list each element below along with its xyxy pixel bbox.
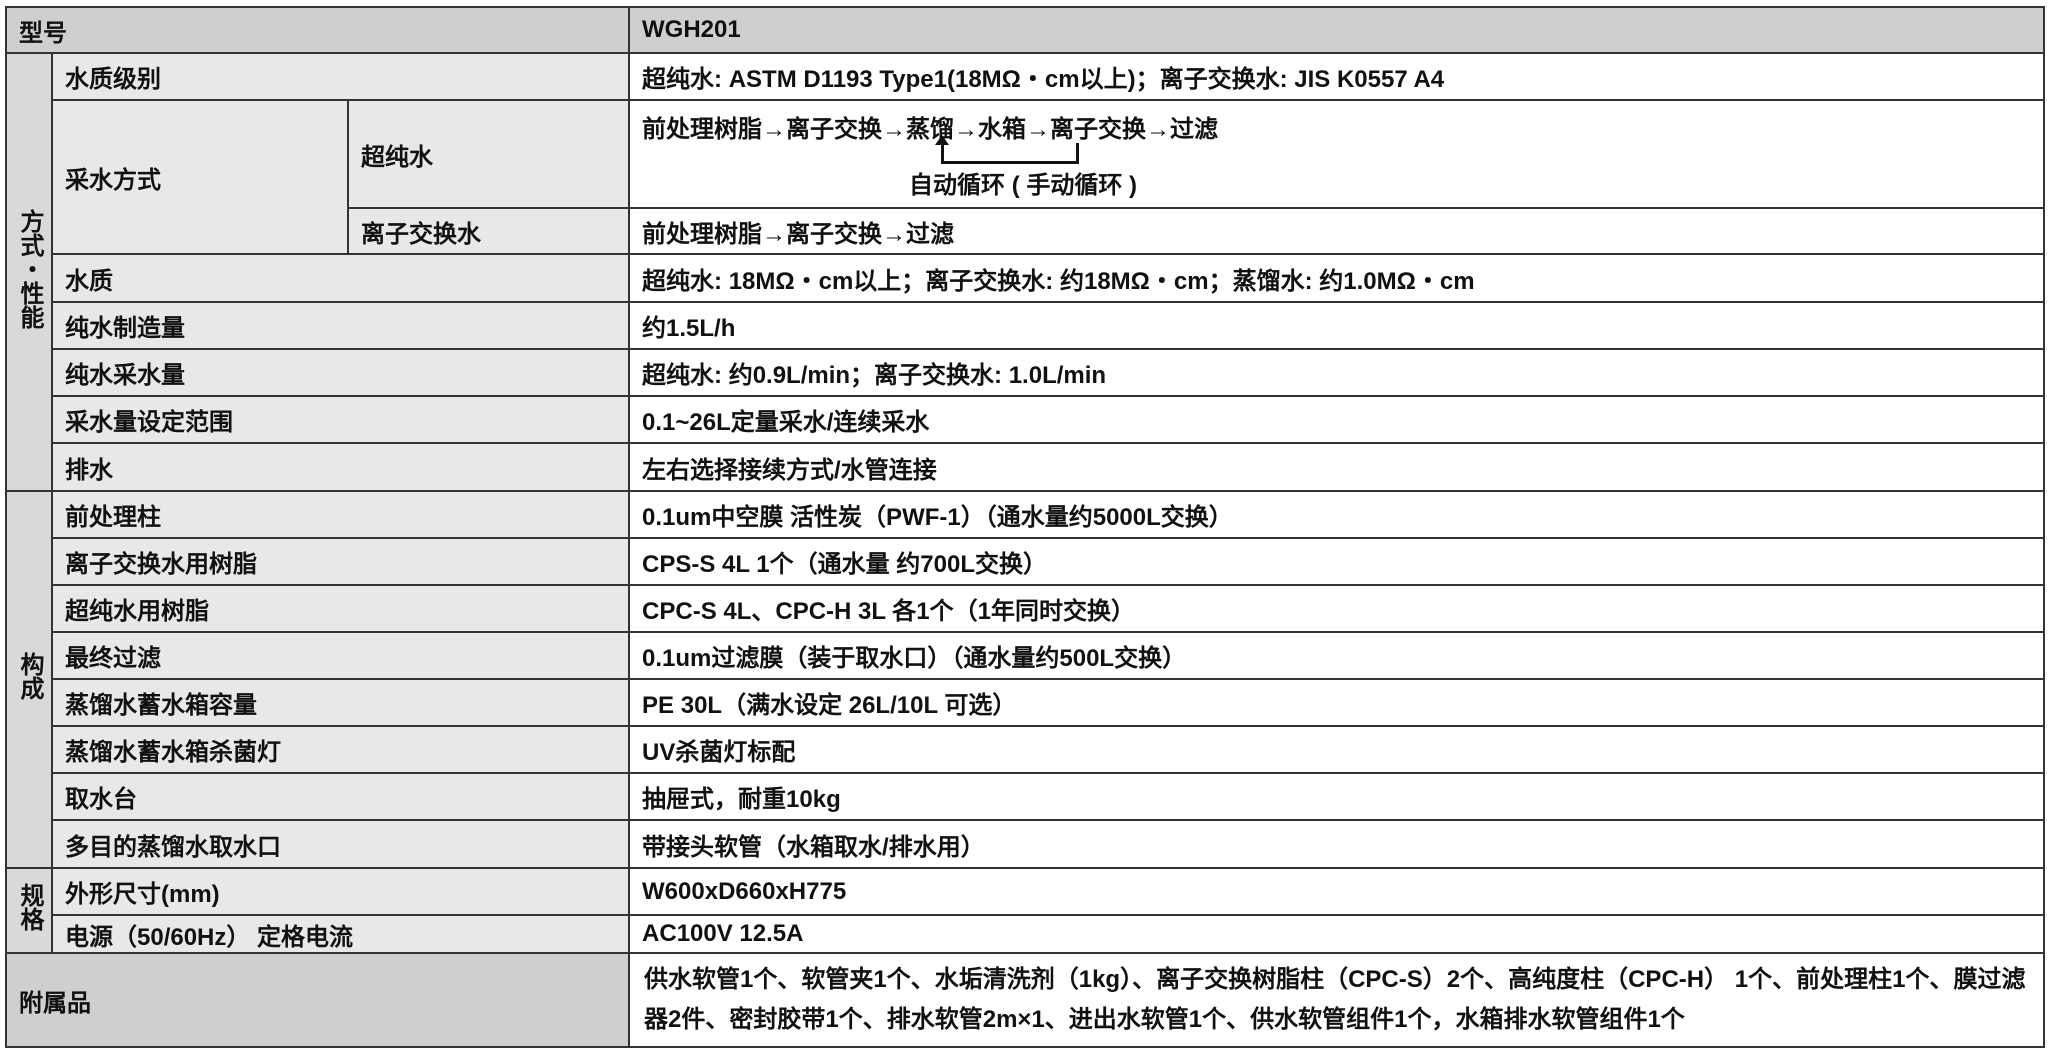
arrow-up-icon <box>935 135 950 145</box>
row-label: 蒸馏水蓄水箱杀菌灯 <box>50 725 631 774</box>
table-row: 纯水制造量 约1.5L/h <box>6 301 2045 350</box>
row-value: 带接头软管（水箱取水/排水用） <box>628 819 2045 869</box>
flow-cell: 前处理树脂→离子交换→蒸馏→水箱→离子交换→过滤 自动循环 ( 手动循环 ) <box>628 99 2045 209</box>
row-value: W600xD660xH775 <box>628 867 2045 916</box>
row-value: AC100V 12.5A <box>628 914 2045 954</box>
table-row: 最终过滤 0.1um过滤膜（装于取水口）（通水量约500L交换） <box>6 631 2045 680</box>
table-row: 蒸馏水蓄水箱杀菌灯 UV杀菌灯标配 <box>6 725 2045 774</box>
row-value: CPC-S 4L、CPC-H 3L 各1个（1年同时交换） <box>628 584 2045 633</box>
row-label: 排水 <box>50 442 631 492</box>
group-label: 规格 <box>16 883 43 931</box>
group-label: 构成 <box>16 652 43 700</box>
row-value: 抽屉式，耐重10kg <box>628 772 2045 821</box>
row-value: 超纯水: ASTM D1193 Type1(18MΩ・cm以上)；离子交换水: … <box>628 52 2045 101</box>
table-row: 取水台 抽屉式，耐重10kg <box>6 772 2045 821</box>
row-value: 0.1um过滤膜（装于取水口）（通水量约500L交换） <box>628 631 2045 680</box>
loop-label: 自动循环 ( 手动循环 ) <box>909 172 1138 199</box>
row-label: 电源（50/60Hz） 定格电流 <box>50 914 631 954</box>
row-label: 水质级别 <box>50 52 631 101</box>
row-label: 纯水采水量 <box>50 348 631 397</box>
row-sublabel: 离子交换水 <box>346 207 631 255</box>
row-value: 0.1~26L定量采水/连续采水 <box>628 395 2045 444</box>
row-label: 外形尺寸(mm) <box>50 867 631 916</box>
table-row: 方式・性能 水质级别 超纯水: ASTM D1193 Type1(18MΩ・cm… <box>5 52 2045 492</box>
group-label: 方式・性能 <box>16 208 43 329</box>
table-row: 排水 左右选择接续方式/水管连接 <box>6 442 2045 492</box>
row-value: CPS-S 4L 1个（通水量 约700L交换） <box>628 537 2045 586</box>
table-row: 多目的蒸馏水取水口 带接头软管（水箱取水/排水用） <box>6 819 2045 869</box>
model-row: 型号 WGH201 <box>4 6 2045 54</box>
table-row: 离子交换水 前处理树脂→离子交换→过滤 <box>6 207 2045 255</box>
group-performance: 方式・性能 <box>5 52 53 492</box>
table-row: 构成 前处理柱 0.1um中空膜 活性炭（PWF-1）（通水量约5000L交换） <box>5 490 2045 869</box>
row-label: 前处理柱 <box>50 490 631 539</box>
table-row: 采水方式 超纯水 前处理树脂→离子交换→蒸馏→水箱→离子交换→过滤 自动循环 (… <box>6 99 2045 255</box>
table-row: 水质 超纯水: 18MΩ・cm以上；离子交换水: 约18MΩ・cm；蒸馏水: 约… <box>6 253 2045 303</box>
accessories-value: 供水软管1个、软管夹1个、水垢清洗剂（1kg）、离子交换树脂柱（CPC-S）2个… <box>628 952 2045 1048</box>
loop-bracket <box>935 135 1080 164</box>
accessories-label: 附属品 <box>4 952 631 1048</box>
row-value: 前处理树脂→离子交换→过滤 <box>628 207 2045 255</box>
table-row: 纯水采水量 超纯水: 约0.9L/min；离子交换水: 1.0L/min <box>6 348 2045 397</box>
spec-table: 型号 WGH201 方式・性能 水质级别 超纯水: ASTM D1193 Typ… <box>4 6 2045 1048</box>
row-label: 蒸馏水蓄水箱容量 <box>50 678 631 727</box>
table-row: 超纯水用树脂 CPC-S 4L、CPC-H 3L 各1个（1年同时交换） <box>6 584 2045 633</box>
model-label: 型号 <box>4 6 631 54</box>
model-value: WGH201 <box>628 6 2045 54</box>
row-value: 超纯水: 约0.9L/min；离子交换水: 1.0L/min <box>628 348 2045 397</box>
row-label: 纯水制造量 <box>50 301 631 350</box>
row-label: 离子交换水用树脂 <box>50 537 631 586</box>
row-label: 超纯水用树脂 <box>50 584 631 633</box>
row-label: 最终过滤 <box>50 631 631 680</box>
accessories-row: 附属品 供水软管1个、软管夹1个、水垢清洗剂（1kg）、离子交换树脂柱（CPC-… <box>4 952 2045 1048</box>
table-row: 蒸馏水蓄水箱容量 PE 30L（满水设定 26L/10L 可选） <box>6 678 2045 727</box>
row-label: 取水台 <box>50 772 631 821</box>
table-row: 电源（50/60Hz） 定格电流 AC100V 12.5A <box>6 914 2045 954</box>
row-value: 0.1um中空膜 活性炭（PWF-1）（通水量约5000L交换） <box>628 490 2045 539</box>
table-row: 采水量设定范围 0.1~26L定量采水/连续采水 <box>6 395 2045 444</box>
row-label: 多目的蒸馏水取水口 <box>50 819 631 869</box>
table-row: 规格 外形尺寸(mm) W600xD660xH775 <box>5 867 2045 954</box>
row-label: 采水方式 <box>51 99 349 255</box>
row-value: 超纯水: 18MΩ・cm以上；离子交换水: 约18MΩ・cm；蒸馏水: 约1.0… <box>628 253 2045 303</box>
row-sublabel: 超纯水 <box>346 99 631 209</box>
row-value: 左右选择接续方式/水管连接 <box>628 442 2045 492</box>
table-row: 离子交换水用树脂 CPS-S 4L 1个（通水量 约700L交换） <box>6 537 2045 586</box>
row-value: UV杀菌灯标配 <box>628 725 2045 774</box>
row-label: 水质 <box>50 253 631 303</box>
row-value: 约1.5L/h <box>628 301 2045 350</box>
group-composition: 构成 <box>5 490 53 869</box>
row-label: 采水量设定范围 <box>50 395 631 444</box>
group-spec: 规格 <box>5 867 53 954</box>
flow-value: 前处理树脂→离子交换→蒸馏→水箱→离子交换→过滤 <box>642 116 1219 143</box>
row-value: PE 30L（满水设定 26L/10L 可选） <box>628 678 2045 727</box>
